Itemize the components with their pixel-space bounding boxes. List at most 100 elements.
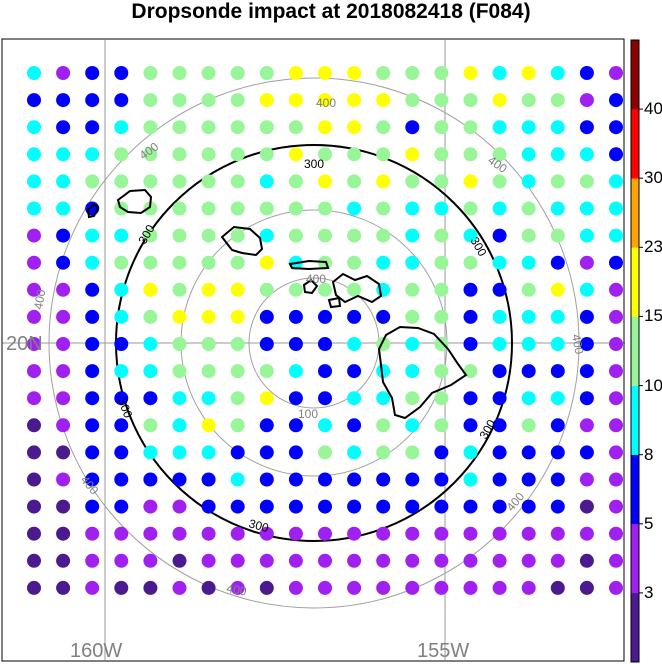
colorbar-segment <box>631 247 639 317</box>
impact-dot <box>143 255 158 270</box>
impact-dot <box>230 472 245 487</box>
impact-dot <box>172 309 187 324</box>
impact-dot <box>609 391 623 406</box>
impact-dot <box>172 255 187 270</box>
impact-dot <box>230 526 245 541</box>
impact-dot <box>143 472 158 487</box>
impact-dot <box>579 174 594 189</box>
impact-dot <box>492 309 507 324</box>
impact-dot <box>27 201 41 216</box>
impact-dot <box>434 228 449 243</box>
impact-dot <box>405 364 420 379</box>
impact-dot <box>609 580 623 595</box>
impact-dot <box>201 364 216 379</box>
impact-dot <box>318 282 332 297</box>
impact-dot <box>259 418 274 433</box>
impact-dot <box>318 499 332 514</box>
impact-dot <box>405 174 420 189</box>
impact-dot <box>521 174 536 189</box>
impact-dot <box>550 526 565 541</box>
impact-dot <box>172 147 187 162</box>
impact-dot <box>288 201 303 216</box>
impact-dot <box>56 282 71 297</box>
impact-dot <box>318 580 332 595</box>
impact-dot <box>609 120 623 135</box>
impact-dot <box>405 201 420 216</box>
impact-dot <box>492 337 507 351</box>
impact-dot <box>579 201 594 216</box>
impact-dot <box>56 391 71 406</box>
impact-dot <box>434 418 449 433</box>
lat-label-20n: 20N <box>6 333 43 355</box>
impact-dot <box>492 499 507 514</box>
impact-dot <box>259 147 274 162</box>
impact-dot <box>143 499 158 514</box>
impact-dot <box>288 418 303 433</box>
ring-label-400: 400 <box>306 272 326 286</box>
impact-dot <box>579 418 594 433</box>
impact-dot <box>318 391 332 406</box>
impact-dot <box>579 93 594 108</box>
impact-dot <box>143 147 158 162</box>
impact-dot <box>259 201 274 216</box>
impact-dot <box>201 255 216 270</box>
impact-dot <box>347 201 362 216</box>
impact-dot <box>172 418 187 433</box>
impact-dot <box>172 364 187 379</box>
impact-dot <box>463 391 478 406</box>
impact-dot <box>463 93 478 108</box>
impact-dot <box>579 445 594 460</box>
impact-dot <box>550 499 565 514</box>
impact-dot <box>521 255 536 270</box>
impact-dot <box>85 309 100 324</box>
impact-dot <box>405 228 420 243</box>
colorbar <box>630 39 643 663</box>
impact-dot <box>288 93 303 108</box>
impact-dot <box>56 228 71 243</box>
impact-dot <box>609 255 623 270</box>
impact-dot <box>172 553 187 568</box>
impact-dot <box>609 228 623 243</box>
impact-dot <box>230 309 245 324</box>
impact-dot <box>550 120 565 135</box>
impact-dot <box>376 580 391 595</box>
impact-dot <box>318 201 332 216</box>
impact-dot <box>27 309 41 324</box>
impact-dot <box>550 174 565 189</box>
impact-dot <box>85 93 100 108</box>
impact-dot <box>114 337 129 351</box>
impact-dot <box>143 66 158 80</box>
colorbar-segment <box>631 385 639 455</box>
impact-dot <box>318 337 332 351</box>
impact-dot <box>143 418 158 433</box>
impact-dot <box>114 309 129 324</box>
impact-dot <box>434 201 449 216</box>
impact-dot <box>143 120 158 135</box>
impact-dot <box>492 174 507 189</box>
impact-dot <box>143 364 158 379</box>
impact-dot <box>609 174 623 189</box>
impact-dot <box>288 445 303 460</box>
impact-dot <box>143 93 158 108</box>
impact-dot <box>550 147 565 162</box>
impact-dot <box>27 174 41 189</box>
impact-dot <box>288 580 303 595</box>
impact-dot <box>56 120 71 135</box>
impact-dot <box>288 66 303 80</box>
impact-dot <box>143 337 158 351</box>
impact-dot <box>56 255 71 270</box>
molokai-outline <box>288 259 330 271</box>
impact-dot <box>579 309 594 324</box>
impact-dot <box>376 93 391 108</box>
ring-label-300: 300 <box>247 516 270 535</box>
impact-dot <box>85 147 100 162</box>
impact-dot <box>56 526 71 541</box>
impact-dot <box>114 255 129 270</box>
impact-dot <box>609 309 623 324</box>
impact-dot <box>405 66 420 80</box>
colorbar-tick-label: 15 <box>644 306 662 326</box>
impact-dot <box>172 120 187 135</box>
colorbar-segment <box>631 178 639 248</box>
impact-dot <box>463 309 478 324</box>
impact-dot <box>492 120 507 135</box>
